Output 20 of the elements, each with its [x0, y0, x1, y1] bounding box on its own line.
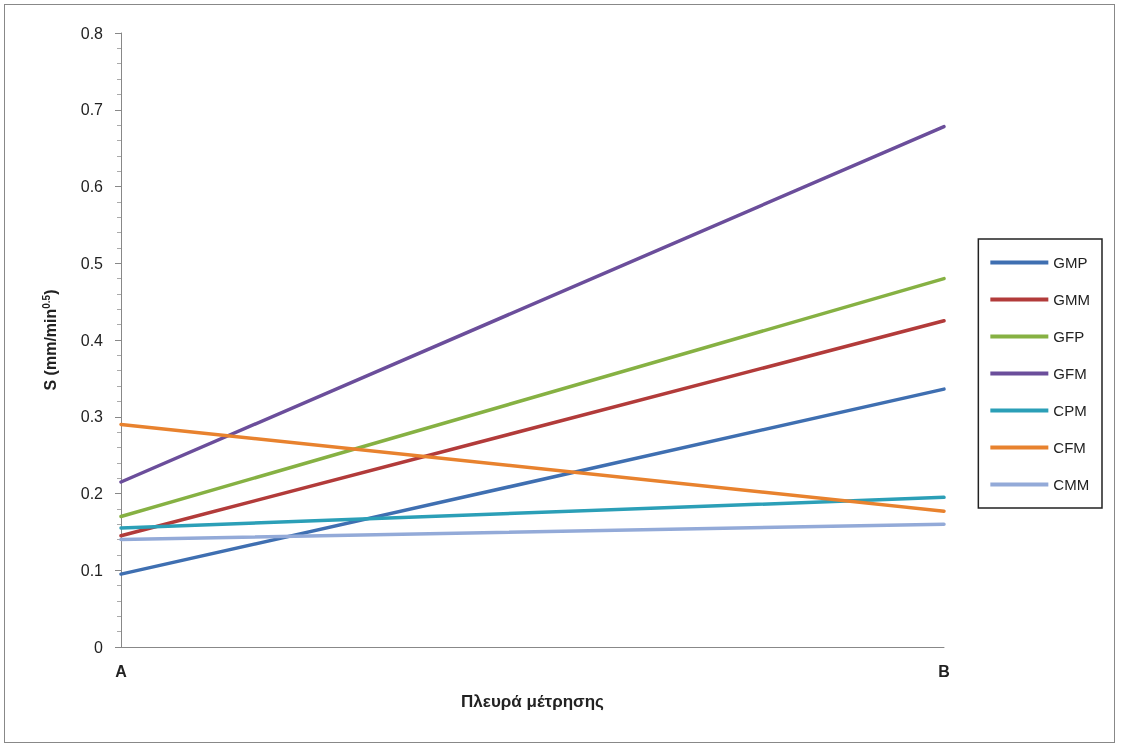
y-tick-label: 0.8	[80, 24, 104, 42]
legend-label: CMM	[1053, 476, 1090, 493]
y-tick-label: 0.1	[80, 561, 104, 579]
y-tick-label: 0.5	[80, 254, 104, 272]
legend-label: GMM	[1053, 291, 1091, 308]
y-tick-label: 0.7	[80, 101, 104, 119]
y-tick-label: 0.3	[80, 408, 104, 426]
legend-label: GFP	[1053, 328, 1085, 345]
y-tick-label: 0.2	[80, 485, 104, 502]
y-tick-label: 0.6	[80, 178, 104, 195]
y-axis-title: S (mm/min0.5)	[40, 289, 59, 391]
legend-label: CFM	[1053, 439, 1086, 456]
legend-label: GMP	[1053, 254, 1088, 271]
x-axis-title: Πλευρά μέτρησης	[461, 692, 605, 711]
x-tick-label: B	[938, 662, 950, 680]
y-tick-label: 0	[94, 638, 104, 656]
legend-label: GFM	[1053, 365, 1087, 382]
legend-label: CPM	[1053, 402, 1087, 419]
x-tick-label: A	[115, 662, 128, 680]
y-tick-label: 0.4	[80, 331, 104, 349]
